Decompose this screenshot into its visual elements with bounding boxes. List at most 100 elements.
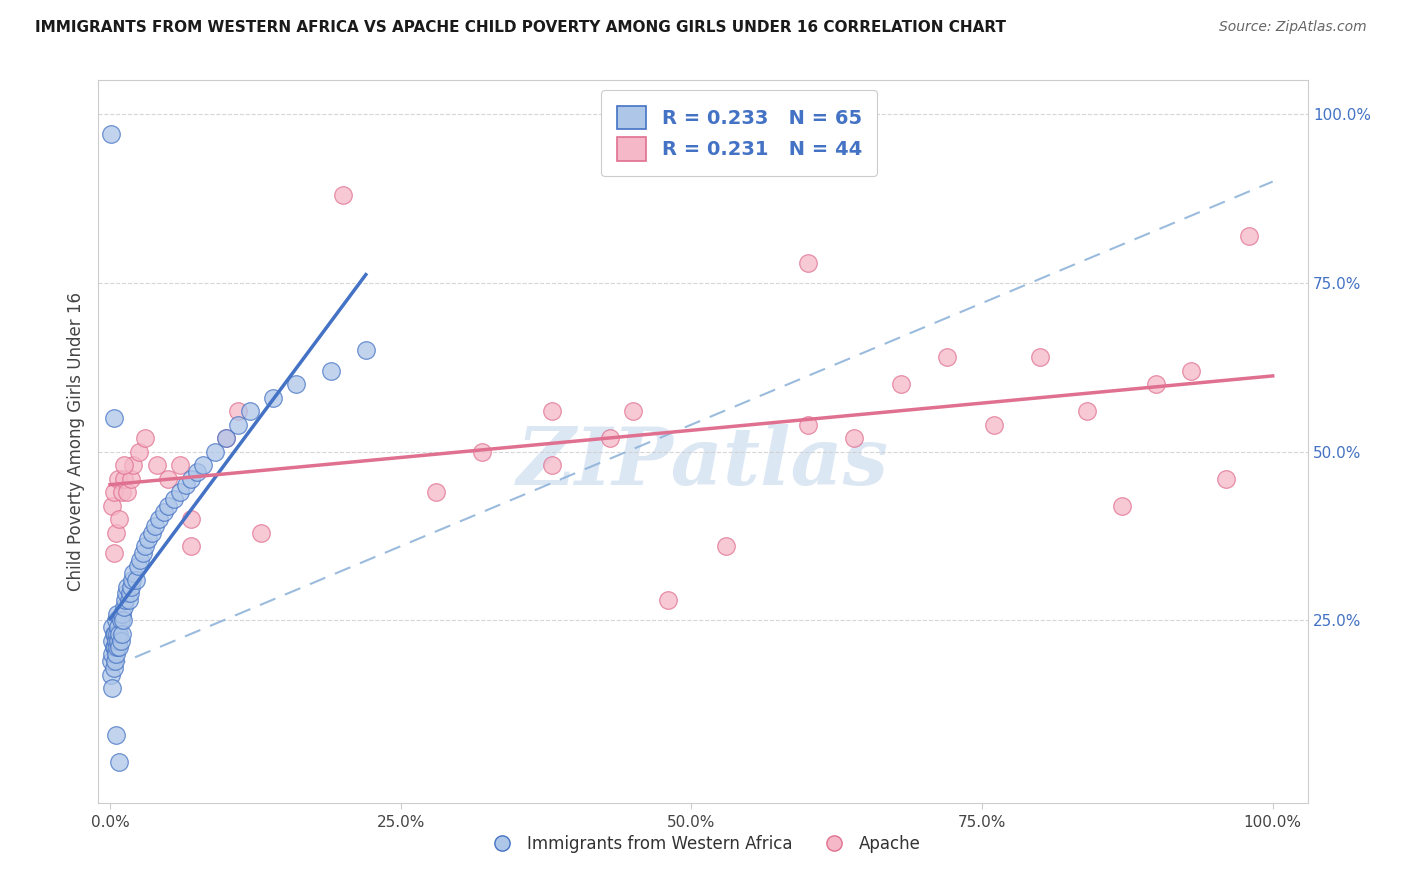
Point xyxy=(425,485,447,500)
Point xyxy=(191,458,214,472)
Point xyxy=(101,681,124,695)
Point xyxy=(128,444,150,458)
Point xyxy=(1215,472,1237,486)
Point xyxy=(796,255,818,269)
Point xyxy=(844,431,866,445)
Point xyxy=(104,647,127,661)
Point xyxy=(100,128,122,142)
Point xyxy=(1239,228,1261,243)
Point xyxy=(103,546,125,560)
Point xyxy=(122,458,145,472)
Point xyxy=(104,614,127,628)
Point xyxy=(111,614,134,628)
Point xyxy=(936,350,959,364)
Point xyxy=(1029,350,1052,364)
Point xyxy=(104,654,127,668)
Point xyxy=(319,364,342,378)
Point xyxy=(239,404,262,418)
Point xyxy=(138,533,160,547)
Point xyxy=(101,647,124,661)
Point xyxy=(540,404,562,418)
Point xyxy=(104,633,127,648)
Point xyxy=(115,586,138,600)
Point xyxy=(127,559,149,574)
Point xyxy=(101,620,124,634)
Point xyxy=(111,485,134,500)
Point xyxy=(100,654,122,668)
Point xyxy=(120,472,142,486)
Point xyxy=(108,756,131,770)
Point xyxy=(796,417,818,432)
Point xyxy=(108,627,131,641)
Point xyxy=(890,377,912,392)
Point xyxy=(100,667,122,681)
Point xyxy=(285,377,308,392)
Point xyxy=(129,552,152,566)
Point xyxy=(122,566,145,581)
Point xyxy=(599,431,621,445)
Point xyxy=(104,525,127,540)
Point xyxy=(105,607,128,621)
Point xyxy=(105,640,128,655)
Point xyxy=(104,640,127,655)
Point xyxy=(112,599,135,614)
Point xyxy=(105,627,128,641)
Point xyxy=(471,444,494,458)
Point xyxy=(134,431,156,445)
Point xyxy=(157,499,180,513)
Point xyxy=(112,458,135,472)
Text: IMMIGRANTS FROM WESTERN AFRICA VS APACHE CHILD POVERTY AMONG GIRLS UNDER 16 CORR: IMMIGRANTS FROM WESTERN AFRICA VS APACHE… xyxy=(35,20,1007,35)
Point xyxy=(107,472,129,486)
Point xyxy=(169,458,191,472)
Point xyxy=(103,485,125,500)
Point xyxy=(111,607,134,621)
Point xyxy=(107,620,129,634)
Point xyxy=(262,391,284,405)
Point xyxy=(103,640,125,655)
Point xyxy=(145,519,167,533)
Point xyxy=(332,188,354,202)
Point xyxy=(180,512,202,526)
Point xyxy=(716,539,738,553)
Point xyxy=(174,478,197,492)
Point xyxy=(108,640,131,655)
Point xyxy=(112,472,135,486)
Point xyxy=(250,525,273,540)
Point xyxy=(117,485,139,500)
Point xyxy=(134,539,156,553)
Point xyxy=(118,593,141,607)
Point xyxy=(180,539,202,553)
Point xyxy=(1076,404,1098,418)
Text: ZIPatlas: ZIPatlas xyxy=(517,425,889,502)
Point xyxy=(1180,364,1202,378)
Point xyxy=(121,573,143,587)
Point xyxy=(157,472,180,486)
Point xyxy=(163,491,186,506)
Text: Source: ZipAtlas.com: Source: ZipAtlas.com xyxy=(1219,20,1367,34)
Y-axis label: Child Poverty Among Girls Under 16: Child Poverty Among Girls Under 16 xyxy=(66,292,84,591)
Point xyxy=(145,458,167,472)
Point xyxy=(101,499,124,513)
Legend: Immigrants from Western Africa, Apache: Immigrants from Western Africa, Apache xyxy=(478,828,928,860)
Point xyxy=(103,411,125,425)
Point xyxy=(118,586,141,600)
Point xyxy=(124,573,146,587)
Point xyxy=(104,728,127,742)
Point xyxy=(101,633,124,648)
Point xyxy=(114,593,136,607)
Point xyxy=(104,627,127,641)
Point xyxy=(215,431,238,445)
Point xyxy=(226,404,249,418)
Point xyxy=(107,633,129,648)
Point xyxy=(110,633,132,648)
Point xyxy=(103,627,125,641)
Point xyxy=(120,580,142,594)
Point xyxy=(117,580,139,594)
Point xyxy=(186,465,208,479)
Point xyxy=(111,627,134,641)
Point xyxy=(131,546,153,560)
Point xyxy=(621,404,644,418)
Point xyxy=(657,593,679,607)
Point xyxy=(540,458,562,472)
Point xyxy=(983,417,1005,432)
